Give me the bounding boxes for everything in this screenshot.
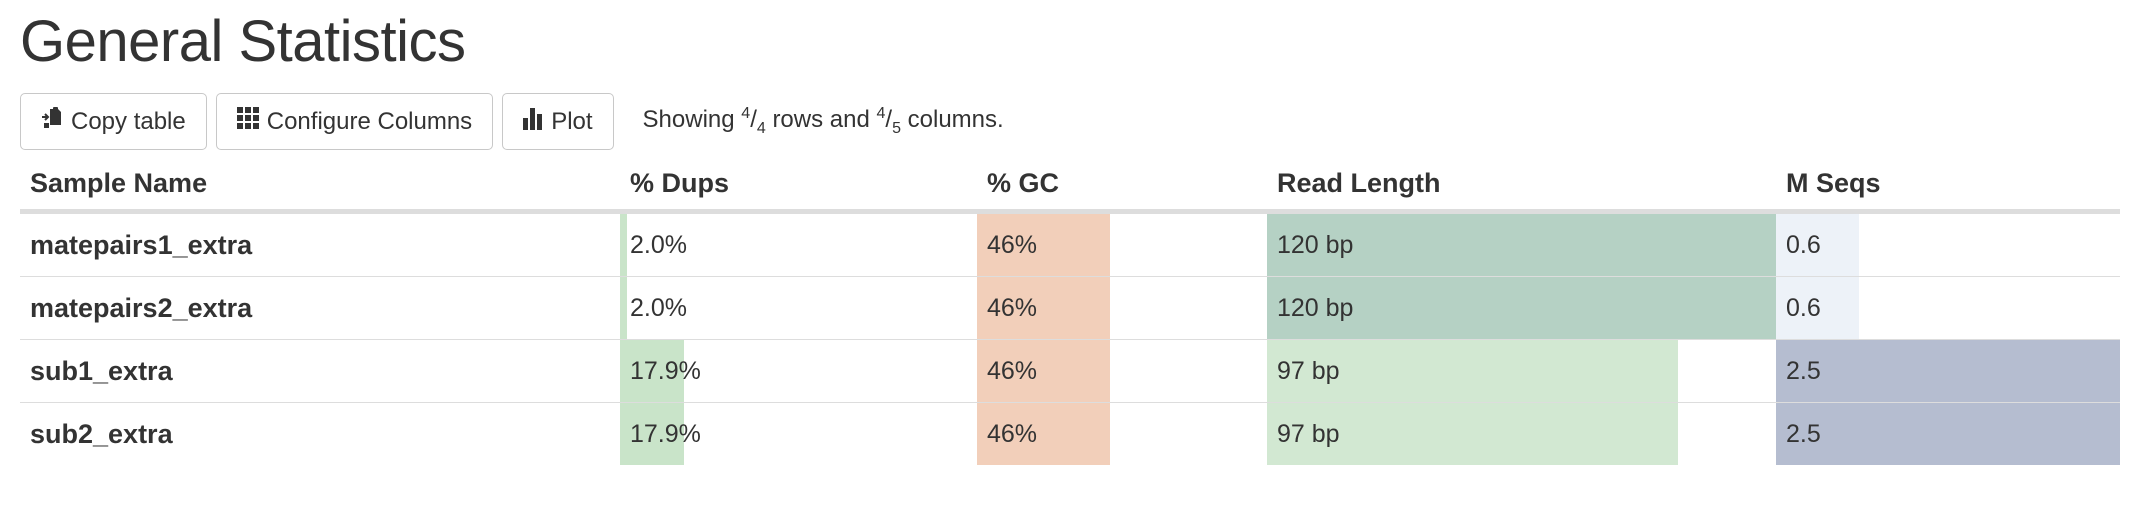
header-dups[interactable]: % Dups bbox=[620, 158, 977, 214]
gc-cell: 46% bbox=[977, 211, 1267, 277]
m-seqs-cell: 0.6 bbox=[1776, 211, 2120, 277]
gc-cell: 46% bbox=[977, 339, 1267, 403]
table-row: sub1_extra 17.9% 46% 97 bp 2.5 bbox=[20, 339, 2120, 403]
header-sample-name[interactable]: Sample Name bbox=[20, 158, 620, 214]
sample-name-cell: sub2_extra bbox=[30, 418, 173, 449]
dups-value: 17.9% bbox=[630, 357, 701, 385]
table-toolbar: Copy table Configure Columns Plot bbox=[20, 93, 1004, 150]
copy-table-label: Copy table bbox=[71, 107, 186, 135]
dups-bar bbox=[620, 340, 684, 402]
read-length-cell: 120 bp bbox=[1267, 211, 1776, 277]
bar-chart-icon bbox=[523, 106, 543, 137]
gc-bar bbox=[977, 340, 1111, 402]
m-seqs-bar bbox=[1776, 214, 1859, 276]
configure-columns-button[interactable]: Configure Columns bbox=[215, 93, 494, 150]
read-length-bar bbox=[1267, 403, 1679, 465]
gc-bar bbox=[977, 277, 1111, 339]
m-seqs-bar bbox=[1776, 403, 2120, 465]
gc-value: 46% bbox=[987, 231, 1038, 259]
gc-value: 46% bbox=[987, 420, 1038, 448]
table-header-row: Sample Name % Dups % GC Read Length M Se… bbox=[20, 158, 2120, 214]
plot-label: Plot bbox=[551, 107, 593, 135]
grid-icon bbox=[236, 107, 259, 136]
read-length-bar bbox=[1267, 277, 1776, 339]
read-length-value: 97 bp bbox=[1277, 357, 1340, 385]
page-title: General Statistics bbox=[20, 9, 466, 74]
table-status-text: Showing 4/4 rows and 4/5 columns. bbox=[642, 105, 1004, 137]
header-read-length[interactable]: Read Length bbox=[1267, 158, 1776, 214]
table-row: matepairs1_extra 2.0% 46% 120 bp 0.6 bbox=[20, 211, 2120, 277]
m-seqs-value: 2.5 bbox=[1786, 357, 1821, 385]
dups-cell: 17.9% bbox=[620, 403, 977, 465]
read-length-value: 120 bp bbox=[1277, 294, 1354, 322]
read-length-bar bbox=[1267, 214, 1776, 276]
gc-cell: 46% bbox=[977, 276, 1267, 340]
gc-cell: 46% bbox=[977, 403, 1267, 465]
copy-table-button[interactable]: Copy table bbox=[20, 93, 207, 150]
table-row: sub2_extra 17.9% 46% 97 bp 2.5 bbox=[20, 403, 2120, 465]
gc-value: 46% bbox=[987, 294, 1038, 322]
read-length-cell: 120 bp bbox=[1267, 276, 1776, 340]
m-seqs-value: 2.5 bbox=[1786, 420, 1821, 448]
read-length-cell: 97 bp bbox=[1267, 339, 1776, 403]
gc-bar bbox=[977, 403, 1111, 465]
dups-value: 17.9% bbox=[630, 420, 701, 448]
read-length-value: 120 bp bbox=[1277, 231, 1354, 259]
m-seqs-cell: 0.6 bbox=[1776, 276, 2120, 340]
dups-cell: 2.0% bbox=[620, 276, 977, 340]
dups-cell: 17.9% bbox=[620, 339, 977, 403]
header-m-seqs[interactable]: M Seqs bbox=[1776, 158, 2120, 214]
read-length-cell: 97 bp bbox=[1267, 403, 1776, 465]
m-seqs-value: 0.6 bbox=[1786, 231, 1821, 259]
dups-bar bbox=[620, 403, 684, 465]
sample-name-cell: matepairs1_extra bbox=[20, 211, 620, 277]
header-gc[interactable]: % GC bbox=[977, 158, 1267, 214]
m-seqs-bar bbox=[1776, 277, 1859, 339]
gc-value: 46% bbox=[987, 357, 1038, 385]
sample-name-cell: matepairs2_extra bbox=[20, 276, 620, 340]
m-seqs-cell: 2.5 bbox=[1776, 403, 2120, 465]
dups-value: 2.0% bbox=[630, 294, 687, 322]
m-seqs-cell: 2.5 bbox=[1776, 339, 2120, 403]
dups-bar bbox=[620, 277, 628, 339]
general-stats-table: Sample Name % Dups % GC Read Length M Se… bbox=[20, 158, 2120, 465]
gc-bar bbox=[977, 214, 1111, 276]
copy-icon bbox=[41, 106, 63, 137]
m-seqs-value: 0.6 bbox=[1786, 294, 1821, 322]
table-row: matepairs2_extra 2.0% 46% 120 bp 0.6 bbox=[20, 276, 2120, 340]
plot-button[interactable]: Plot bbox=[502, 93, 614, 150]
sample-name-cell: sub1_extra bbox=[20, 339, 620, 403]
dups-cell: 2.0% bbox=[620, 211, 977, 277]
read-length-bar bbox=[1267, 340, 1679, 402]
dups-bar bbox=[620, 214, 628, 276]
dups-value: 2.0% bbox=[630, 231, 687, 259]
read-length-value: 97 bp bbox=[1277, 420, 1340, 448]
m-seqs-bar bbox=[1776, 340, 2120, 402]
configure-columns-label: Configure Columns bbox=[266, 107, 473, 135]
